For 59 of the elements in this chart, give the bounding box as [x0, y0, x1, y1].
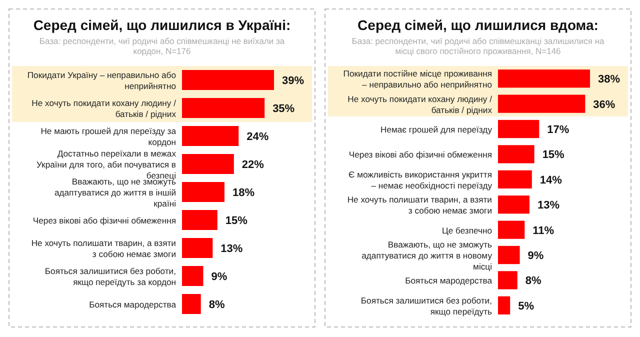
- chart-subtitle: База: респонденти, чиї родичі або співмешканці залишилися на місці свого постійного проживання, N=146: [352, 36, 605, 56]
- y-tick-label: Покидати постійне місце проживання – неправильно або неприйнятно: [343, 68, 492, 90]
- y-tick-label: Через вікові або фізичні обмеження: [348, 150, 492, 160]
- data-label: 35%: [272, 103, 295, 115]
- bar: [182, 266, 204, 286]
- data-label: 13%: [537, 200, 560, 212]
- bar: [498, 220, 525, 239]
- data-label: 15%: [225, 215, 248, 227]
- chart-subtitle: База: респонденти, чиї родичі або співмешканці не виїхали за кордон, N=176: [39, 36, 285, 56]
- y-tick-label: Немає грошей для переїзду: [380, 124, 493, 134]
- bar: [498, 296, 510, 314]
- y-tick-label: Не мають грошей для переїзду за кордон: [40, 126, 176, 147]
- data-label: 36%: [593, 98, 616, 111]
- y-tick-label: Покидати Україну – неправильно або неприйнятно: [27, 70, 176, 91]
- bar: [182, 238, 213, 258]
- bar: [498, 196, 530, 214]
- data-label: 9%: [528, 250, 544, 262]
- chart-title: Серед сімей, що лишилися вдома:: [358, 17, 598, 33]
- bar: [498, 120, 540, 138]
- data-label: 9%: [211, 271, 228, 283]
- y-tick-label: Не хочуть полишати тварин, а взяти з собою немає змоги: [347, 194, 492, 216]
- bar: [498, 70, 590, 88]
- y-tick-label: Не хочуть покидати кохану людину / батьків / рідних: [348, 94, 493, 115]
- data-label: 13%: [220, 243, 243, 255]
- data-label: 11%: [532, 224, 554, 237]
- y-tick-label: Через вікові або фізичні обмеження: [32, 216, 176, 226]
- data-label: 22%: [242, 159, 264, 171]
- y-tick-label: Є можливість використання укриття – немає необхідності переїзду: [348, 169, 493, 190]
- bar: [182, 70, 274, 90]
- bar: [182, 154, 234, 174]
- data-label: 24%: [246, 131, 269, 143]
- y-tick-label: Бояться залишитися без роботи, якщо переїдуть: [360, 295, 493, 316]
- bar: [182, 210, 218, 230]
- data-label: 38%: [598, 74, 620, 86]
- data-label: 18%: [232, 187, 255, 199]
- bar: [182, 294, 201, 314]
- data-label: 17%: [547, 124, 570, 136]
- y-tick-label: Це безпечно: [442, 225, 492, 236]
- data-label: 8%: [208, 299, 225, 311]
- data-label: 15%: [542, 149, 565, 162]
- data-label: 8%: [525, 275, 542, 288]
- y-tick-label: Не хочуть полишати тварин, а взяти з собою немає змоги: [31, 238, 176, 259]
- y-tick-label: Вважають, що не зможуть адаптуватися до життя в новому місці: [362, 240, 493, 272]
- data-label: 5%: [518, 300, 534, 312]
- y-tick-label: Не хочуть покидати кохану людину / батьків / рідних: [32, 98, 177, 119]
- bar: [498, 145, 534, 164]
- bar: [498, 94, 586, 113]
- data-label: 39%: [282, 75, 304, 87]
- y-tick-label: Бояться залишитися без роботи, якщо переїдуть за кордон: [44, 266, 176, 287]
- chart-title: Серед сімей, що лишилися в Україні:: [33, 17, 291, 33]
- bar: [182, 126, 239, 146]
- y-tick-label: Бояться мародерства: [89, 300, 176, 310]
- y-tick-label: Бояться мародерства: [405, 276, 492, 286]
- data-label: 14%: [540, 174, 562, 186]
- bar: [182, 182, 224, 202]
- bar: [498, 246, 520, 264]
- bar: [498, 271, 518, 290]
- bar: [182, 98, 265, 118]
- bar: [498, 170, 532, 188]
